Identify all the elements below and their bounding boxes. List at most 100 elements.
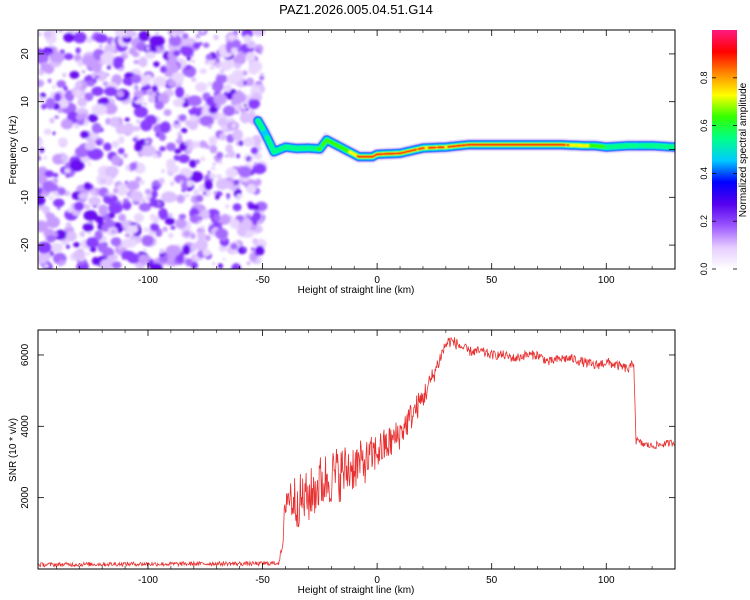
noise-blob	[225, 167, 238, 178]
noise-blob	[178, 154, 190, 164]
noise-blob	[208, 106, 219, 114]
noise-blob	[137, 92, 141, 96]
colorbar-tick-label: 0.8	[699, 72, 709, 85]
noise-blob	[161, 191, 177, 203]
noise-blob	[58, 137, 68, 146]
noise-blob	[109, 193, 114, 198]
noise-blob	[158, 133, 167, 142]
noise-blob	[53, 178, 58, 184]
noise-blob	[69, 159, 84, 172]
noise-blob	[88, 196, 101, 206]
noise-blob	[159, 146, 166, 152]
noise-blob	[250, 247, 255, 252]
noise-blob	[41, 103, 47, 110]
colorbar-tick-label: 0.6	[699, 119, 709, 132]
noise-blob	[174, 174, 187, 184]
noise-blob	[213, 93, 227, 106]
noise-blob	[84, 92, 94, 102]
noise-blob	[90, 189, 97, 196]
noise-blob	[241, 247, 247, 251]
x-tick-label: -50	[255, 575, 270, 586]
noise-blob	[82, 222, 94, 232]
noise-blob	[243, 34, 252, 43]
x-tick-label: 0	[374, 575, 380, 586]
noise-blob	[81, 54, 96, 66]
noise-blob	[63, 32, 75, 43]
noise-blob	[45, 97, 56, 110]
noise-blob	[83, 204, 91, 210]
noise-blob	[113, 56, 125, 65]
noise-blob	[148, 201, 156, 207]
noise-blob	[91, 86, 104, 96]
noise-blob	[222, 257, 226, 261]
noise-blob	[100, 178, 106, 184]
noise-blob	[243, 80, 248, 86]
noise-blob	[173, 154, 180, 161]
noise-blob	[190, 59, 196, 64]
noise-blob	[192, 42, 201, 50]
x-tick-label: -100	[138, 275, 158, 286]
noise-blob	[126, 224, 139, 234]
noise-blob	[153, 61, 160, 68]
noise-blob	[137, 252, 140, 256]
noise-blob	[77, 97, 88, 107]
noise-blob	[182, 33, 189, 39]
noise-blob	[103, 102, 118, 115]
noise-blob	[230, 47, 239, 54]
noise-blob	[43, 155, 48, 160]
noise-blob	[116, 183, 128, 196]
noise-blob	[133, 86, 137, 91]
noise-blob	[164, 217, 176, 226]
noise-blob	[252, 238, 258, 245]
noise-blob	[38, 253, 49, 265]
noise-blob	[158, 177, 165, 185]
noise-blob	[174, 120, 179, 125]
noise-blob	[151, 185, 159, 191]
noise-blob	[53, 172, 59, 178]
noise-blob	[57, 30, 64, 34]
noise-blob	[168, 232, 174, 239]
noise-blob	[104, 166, 119, 178]
noise-blob	[226, 59, 236, 69]
colorbar-tick-label: 0.2	[699, 215, 709, 228]
spectrogram-ylabel: Frequency (Hz)	[8, 116, 19, 185]
noise-blob	[38, 138, 44, 146]
noise-blob	[188, 109, 193, 114]
noise-blob	[147, 95, 156, 103]
noise-blob	[250, 99, 261, 109]
noise-blob	[134, 142, 143, 152]
noise-blob	[168, 212, 173, 219]
noise-blob	[204, 60, 209, 65]
spectrogram-noise	[38, 30, 268, 269]
noise-blob	[234, 62, 242, 69]
noise-blob	[136, 119, 141, 124]
noise-blob	[227, 150, 236, 159]
noise-blob	[65, 221, 72, 229]
ridge-band	[264, 135, 279, 155]
noise-blob	[87, 113, 99, 123]
noise-blob	[162, 226, 168, 232]
noise-blob	[104, 86, 118, 97]
noise-blob	[48, 183, 59, 192]
noise-blob	[109, 116, 120, 128]
noise-blob	[130, 74, 142, 84]
noise-blob	[141, 235, 154, 247]
noise-blob	[133, 59, 140, 65]
noise-blob	[163, 109, 172, 117]
noise-blob	[136, 42, 147, 52]
spectrogram-xlabel: Height of straight line (km)	[298, 285, 415, 296]
noise-blob	[50, 51, 65, 63]
noise-blob	[83, 223, 88, 228]
noise-blob	[241, 218, 253, 231]
noise-blob	[238, 166, 252, 178]
noise-blob	[38, 182, 42, 188]
noise-blob	[104, 192, 109, 196]
noise-blob	[173, 49, 181, 57]
noise-blob	[235, 110, 239, 114]
noise-blob	[156, 201, 162, 207]
noise-blob	[120, 238, 133, 249]
noise-blob	[96, 141, 101, 145]
noise-blob	[151, 85, 158, 93]
noise-blob	[139, 144, 156, 157]
